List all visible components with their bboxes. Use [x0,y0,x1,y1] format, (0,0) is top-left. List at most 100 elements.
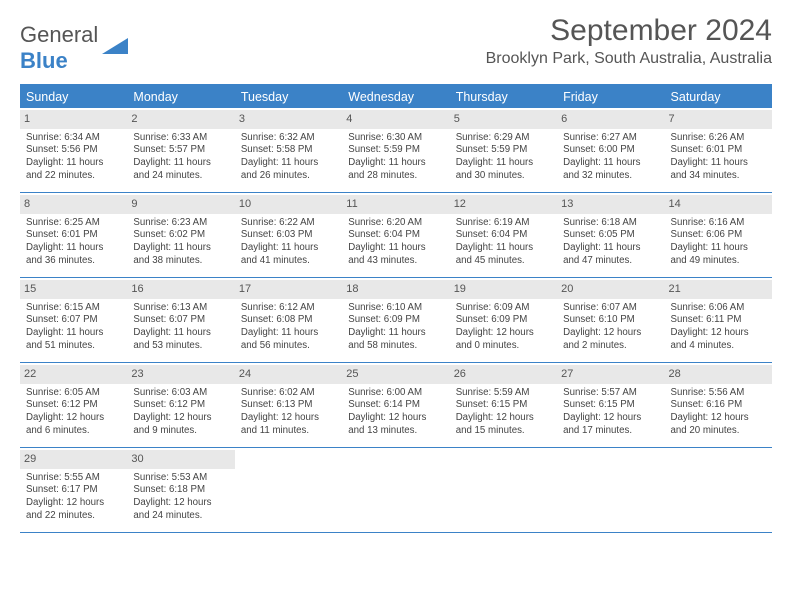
calendar-cell: 13Sunrise: 6:18 AMSunset: 6:05 PMDayligh… [557,193,664,277]
sunset-line: Sunset: 6:07 PM [26,314,121,327]
day-number: 22 [20,365,127,384]
day-number: 10 [235,195,342,214]
daylight-line: Daylight: 11 hours and 38 minutes. [133,242,228,268]
sunrise-line: Sunrise: 6:00 AM [348,387,443,400]
logo-text: General Blue [20,22,98,74]
sunrise-line: Sunrise: 6:15 AM [26,302,121,315]
day-number: 16 [127,280,234,299]
day-number: 4 [342,110,449,129]
calendar-week: 1Sunrise: 6:34 AMSunset: 5:56 PMDaylight… [20,108,772,193]
logo-word2: Blue [20,48,68,73]
calendar-cell: 18Sunrise: 6:10 AMSunset: 6:09 PMDayligh… [342,278,449,362]
calendar-cell: 11Sunrise: 6:20 AMSunset: 6:04 PMDayligh… [342,193,449,277]
calendar-cell: 28Sunrise: 5:56 AMSunset: 6:16 PMDayligh… [665,363,772,447]
weekday-header: Sunday Monday Tuesday Wednesday Thursday… [20,86,772,108]
sunset-line: Sunset: 6:04 PM [456,229,551,242]
daylight-line: Daylight: 12 hours and 4 minutes. [671,327,766,353]
day-number: 29 [20,450,127,469]
calendar-cell: 21 Sunrise: 6:06 AMSunset: 6:11 PMDayligh… [665,278,772,362]
daylight-line: Daylight: 12 hours and 11 minutes. [241,412,336,438]
calendar-week: 22Sunrise: 6:05 AMSunset: 6:12 PMDayligh… [20,363,772,448]
calendar-cell: 3Sunrise: 6:32 AMSunset: 5:58 PMDaylight… [235,108,342,192]
day-number: 30 [127,450,234,469]
sunset-line: Sunset: 5:59 PM [456,144,551,157]
calendar-cell [665,448,772,532]
calendar-cell: 22Sunrise: 6:05 AMSunset: 6:12 PMDayligh… [20,363,127,447]
day-number: 6 [557,110,664,129]
day-number: 9 [127,195,234,214]
sunrise-line: Sunrise: 5:53 AM [133,472,228,485]
calendar-cell: 6Sunrise: 6:27 AMSunset: 6:00 PMDaylight… [557,108,664,192]
sunrise-line: Sunrise: 6:02 AM [241,387,336,400]
daylight-line: Daylight: 12 hours and 13 minutes. [348,412,443,438]
calendar-cell [450,448,557,532]
sunset-line: Sunset: 6:15 PM [456,399,551,412]
daylight-line: Daylight: 11 hours and 34 minutes. [671,157,766,183]
calendar-cell: 1Sunrise: 6:34 AMSunset: 5:56 PMDaylight… [20,108,127,192]
daylight-line: Daylight: 12 hours and 22 minutes. [26,497,121,523]
sunset-line: Sunset: 6:11 PM [671,314,766,327]
calendar-cell: 25 Sunrise: 6:00 AMSunset: 6:14 PMDayligh… [342,363,449,447]
sunset-line: Sunset: 6:13 PM [241,399,336,412]
day-number: 28 [665,365,772,384]
sunset-line: Sunset: 6:09 PM [348,314,443,327]
sunset-line: Sunset: 6:15 PM [563,399,658,412]
daylight-line: Daylight: 12 hours and 24 minutes. [133,497,228,523]
daylight-line: Daylight: 12 hours and 6 minutes. [26,412,121,438]
calendar-cell: 19Sunrise: 6:09 AMSunset: 6:09 PMDayligh… [450,278,557,362]
day-number: 24 [235,365,342,384]
daylight-line: Daylight: 11 hours and 24 minutes. [133,157,228,183]
sunrise-line: Sunrise: 6:07 AM [563,302,658,315]
sunset-line: Sunset: 6:08 PM [241,314,336,327]
daylight-line: Daylight: 11 hours and 47 minutes. [563,242,658,268]
calendar-cell: 23Sunrise: 6:03 AMSunset: 6:12 PMDayligh… [127,363,234,447]
day-number: 8 [20,195,127,214]
logo-word1: General [20,22,98,47]
sunrise-line: Sunrise: 6:13 AM [133,302,228,315]
sunrise-line: Sunrise: 6:06 AM [671,302,766,315]
calendar-cell [342,448,449,532]
weekday-saturday: Saturday [665,86,772,108]
daylight-line: Daylight: 11 hours and 26 minutes. [241,157,336,183]
weekday-sunday: Sunday [20,86,127,108]
sunrise-line: Sunrise: 6:26 AM [671,132,766,145]
day-number: 17 [235,280,342,299]
daylight-line: Daylight: 11 hours and 45 minutes. [456,242,551,268]
sunrise-line: Sunrise: 6:22 AM [241,217,336,230]
sunrise-line: Sunrise: 6:12 AM [241,302,336,315]
daylight-line: Daylight: 11 hours and 28 minutes. [348,157,443,183]
weekday-monday: Monday [127,86,234,108]
calendar-cell: 29Sunrise: 5:55 AMSunset: 6:17 PMDayligh… [20,448,127,532]
month-title: September 2024 [486,14,772,48]
sunset-line: Sunset: 6:14 PM [348,399,443,412]
calendar-cell: 2Sunrise: 6:33 AMSunset: 5:57 PMDaylight… [127,108,234,192]
calendar-cell: 14Sunrise: 6:16 AMSunset: 6:06 PMDayligh… [665,193,772,277]
sunset-line: Sunset: 5:59 PM [348,144,443,157]
sunset-line: Sunset: 6:12 PM [133,399,228,412]
daylight-line: Daylight: 12 hours and 15 minutes. [456,412,551,438]
sunrise-line: Sunrise: 6:33 AM [133,132,228,145]
day-number: 21 [665,280,772,299]
sunset-line: Sunset: 6:07 PM [133,314,228,327]
daylight-line: Daylight: 11 hours and 56 minutes. [241,327,336,353]
calendar-cell: 17 Sunrise: 6:12 AMSunset: 6:08 PMDayligh… [235,278,342,362]
sunset-line: Sunset: 6:01 PM [26,229,121,242]
sunrise-line: Sunrise: 6:29 AM [456,132,551,145]
day-number: 26 [450,365,557,384]
day-number: 12 [450,195,557,214]
daylight-line: Daylight: 12 hours and 0 minutes. [456,327,551,353]
sunrise-line: Sunrise: 6:19 AM [456,217,551,230]
sunrise-line: Sunrise: 6:25 AM [26,217,121,230]
sunrise-line: Sunrise: 6:27 AM [563,132,658,145]
weekday-friday: Friday [557,86,664,108]
day-number: 2 [127,110,234,129]
sunset-line: Sunset: 6:00 PM [563,144,658,157]
day-number: 20 [557,280,664,299]
calendar-cell: 5Sunrise: 6:29 AMSunset: 5:59 PMDaylight… [450,108,557,192]
calendar-week: 8 Sunrise: 6:25 AMSunset: 6:01 PM Daylight… [20,193,772,278]
sunset-line: Sunset: 5:56 PM [26,144,121,157]
weekday-tuesday: Tuesday [235,86,342,108]
calendar-week: 29Sunrise: 5:55 AMSunset: 6:17 PMDayligh… [20,448,772,533]
day-number: 25 [342,365,449,384]
sunset-line: Sunset: 6:06 PM [671,229,766,242]
